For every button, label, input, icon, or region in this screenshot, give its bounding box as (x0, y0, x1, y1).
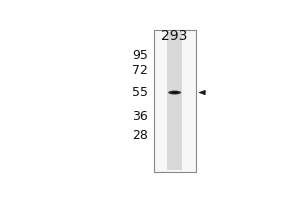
Ellipse shape (168, 91, 181, 94)
Bar (154, 30, 196, 172)
Text: 72: 72 (132, 64, 148, 77)
Text: 95: 95 (132, 49, 148, 62)
Ellipse shape (172, 91, 178, 94)
Text: 28: 28 (132, 129, 148, 142)
Text: 36: 36 (132, 110, 148, 123)
Text: 293: 293 (161, 29, 188, 43)
Polygon shape (199, 90, 205, 95)
Bar (167, 32, 182, 170)
Text: 55: 55 (132, 86, 148, 99)
